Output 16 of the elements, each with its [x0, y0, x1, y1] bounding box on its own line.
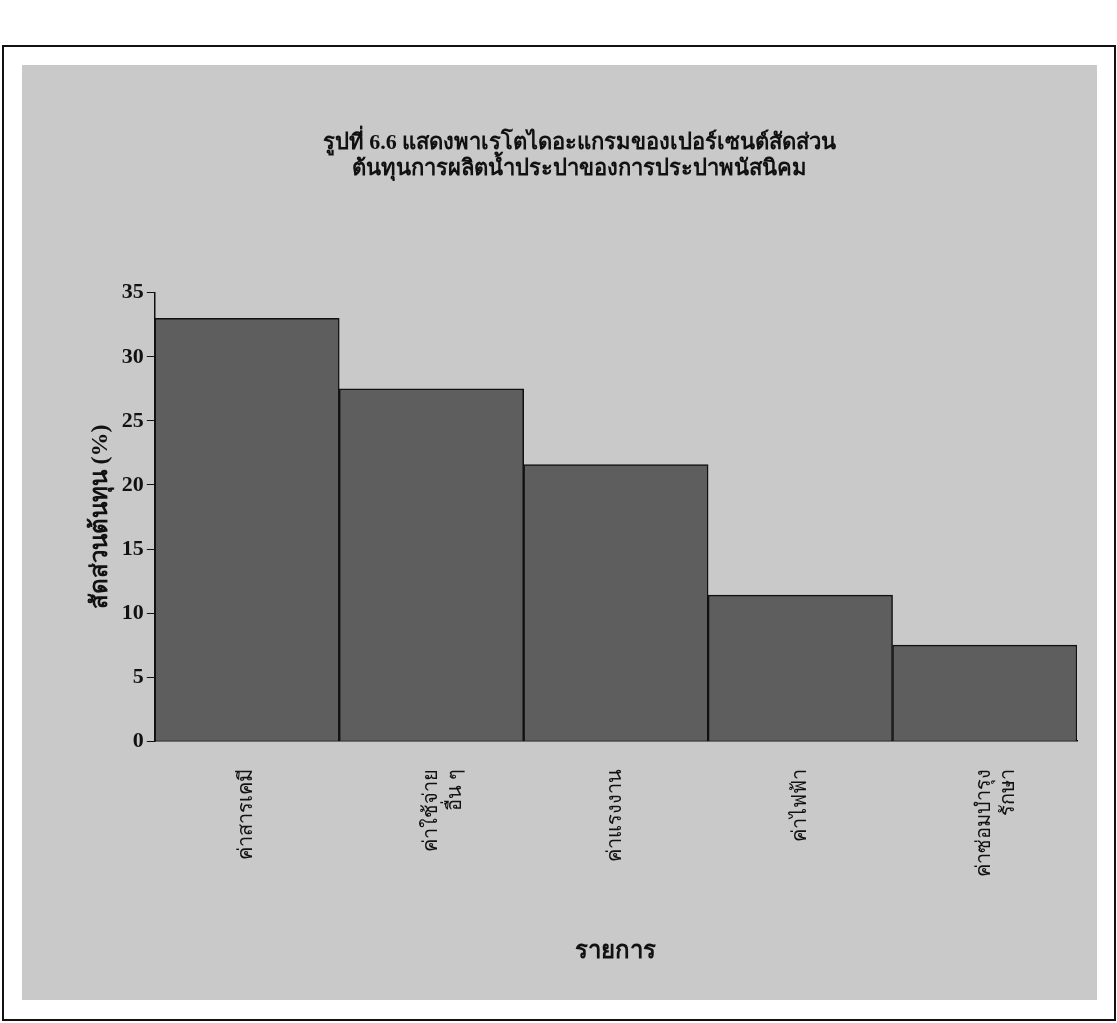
chart-title: รูปที่ 6.6 แสดงพาเรโตไดอะแกรมของเปอร์เซนต์สัดส่วน ต้นทุนการผลิตน้ำประปาของการประปาพนัสนิคม	[322, 124, 837, 183]
y-tick-label: 15	[121, 534, 144, 560]
y-tick-label: 20	[121, 470, 144, 496]
x-tick-label: ค่าใช้จ่าย อื่น ๆ	[418, 769, 465, 853]
y-tick-label: 25	[121, 406, 144, 432]
y-axis-title: สัดส่วนต้นทุน (%)	[85, 424, 115, 610]
x-tick-label: ค่าไฟฟ้า	[787, 769, 810, 843]
x-axis-title: รายการ	[575, 936, 657, 963]
y-tick-label: 5	[132, 662, 144, 688]
x-tick-label: ค่าซ่อมบำรุง รักษา	[972, 769, 1019, 878]
x-tick-label: ค่าสารเคมี	[234, 769, 257, 861]
x-tick-label: ค่าแรงงาน	[603, 769, 626, 863]
y-tick-label: 30	[121, 342, 144, 368]
y-tick-label: 10	[121, 598, 144, 624]
y-tick-label: 35	[121, 278, 144, 304]
y-tick-label: 0	[132, 726, 144, 752]
